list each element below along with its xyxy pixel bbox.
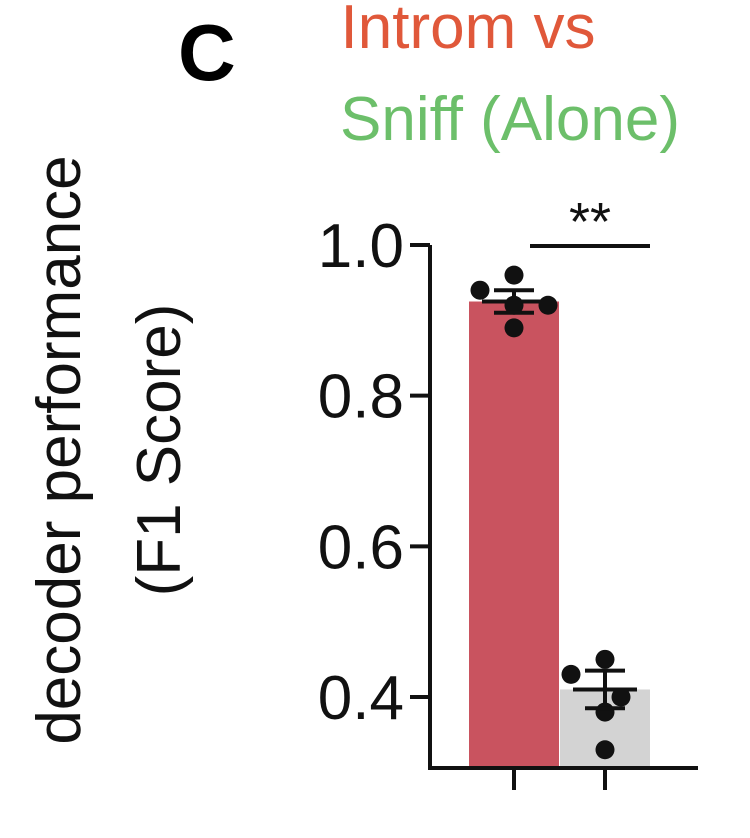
data-point [538, 295, 558, 315]
chart-title-line-2: Sniff (Alone) [340, 85, 680, 154]
data-point [470, 280, 490, 300]
y-tick-label: 0.4 [318, 664, 404, 733]
data-point [595, 740, 615, 760]
data-point [595, 649, 615, 669]
data-point [504, 318, 524, 338]
y-tick-label: 0.6 [318, 513, 404, 582]
chart-title-line-1: Introm vs [341, 0, 596, 62]
data-point [561, 664, 581, 684]
significance-label: ** [569, 192, 611, 252]
bar-1 [469, 301, 559, 768]
y-axis-label-line-1: decoder performance [25, 155, 94, 744]
y-tick-label: 0.8 [318, 363, 404, 432]
plot-area: 1.0 0.8 0.6 0.4 ** [318, 192, 698, 790]
y-axis-label-line-2: (F1 Score) [125, 304, 194, 597]
data-point [504, 265, 524, 285]
y-tick-label: 1.0 [318, 212, 404, 281]
panel-letter: C [178, 8, 236, 97]
data-point [611, 687, 631, 707]
